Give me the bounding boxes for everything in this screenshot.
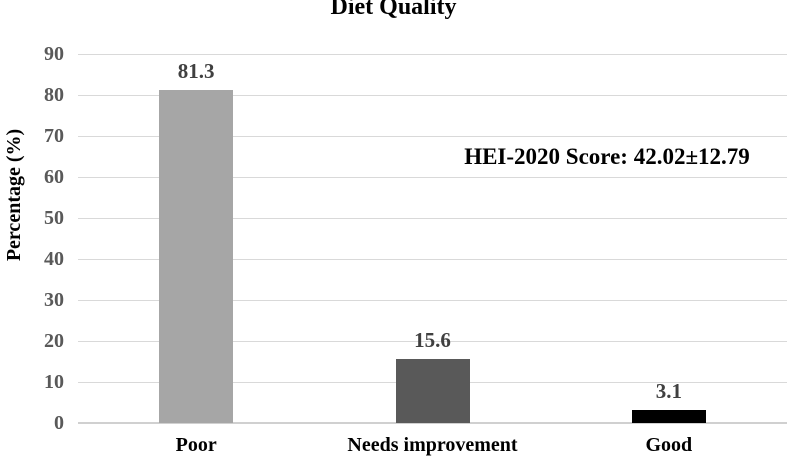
data-label-poor: 81.3 (177, 58, 215, 83)
gridline-80 (78, 95, 787, 96)
x-tick-label-needs-improvement: Needs improvement (347, 434, 518, 456)
y-tick-label-10: 10 (44, 371, 64, 393)
gridline-40 (78, 259, 787, 260)
x-axis-line (78, 422, 787, 424)
chart-title: Diet Quality (330, 0, 457, 20)
bar-good (631, 410, 706, 423)
y-tick-label-80: 80 (44, 84, 64, 106)
y-tick-label-30: 30 (44, 289, 64, 311)
y-tick-label-70: 70 (44, 125, 64, 147)
gridline-30 (78, 300, 787, 301)
y-tick-label-60: 60 (44, 166, 64, 188)
y-tick-label-50: 50 (44, 207, 64, 229)
bar-poor (159, 89, 234, 423)
gridline-90 (78, 54, 787, 55)
x-tick-label-good: Good (645, 434, 693, 456)
gridline-20 (78, 341, 787, 342)
hei-score-annotation: HEI-2020 Score: 42.02±12.79 (464, 144, 750, 169)
data-label-needs-improvement: 15.6 (414, 328, 451, 353)
y-tick-label-40: 40 (44, 248, 64, 270)
y-tick-label-90: 90 (44, 43, 64, 65)
gridline-50 (78, 218, 787, 219)
gridline-70 (78, 136, 787, 137)
bar-needs-improvement (395, 359, 470, 423)
x-tick-label-poor: Poor (175, 434, 217, 456)
y-tick-label-20: 20 (44, 330, 64, 352)
y-tick-label-0: 0 (54, 412, 64, 434)
data-label-good: 3.1 (655, 379, 682, 404)
gridline-60 (78, 177, 787, 178)
